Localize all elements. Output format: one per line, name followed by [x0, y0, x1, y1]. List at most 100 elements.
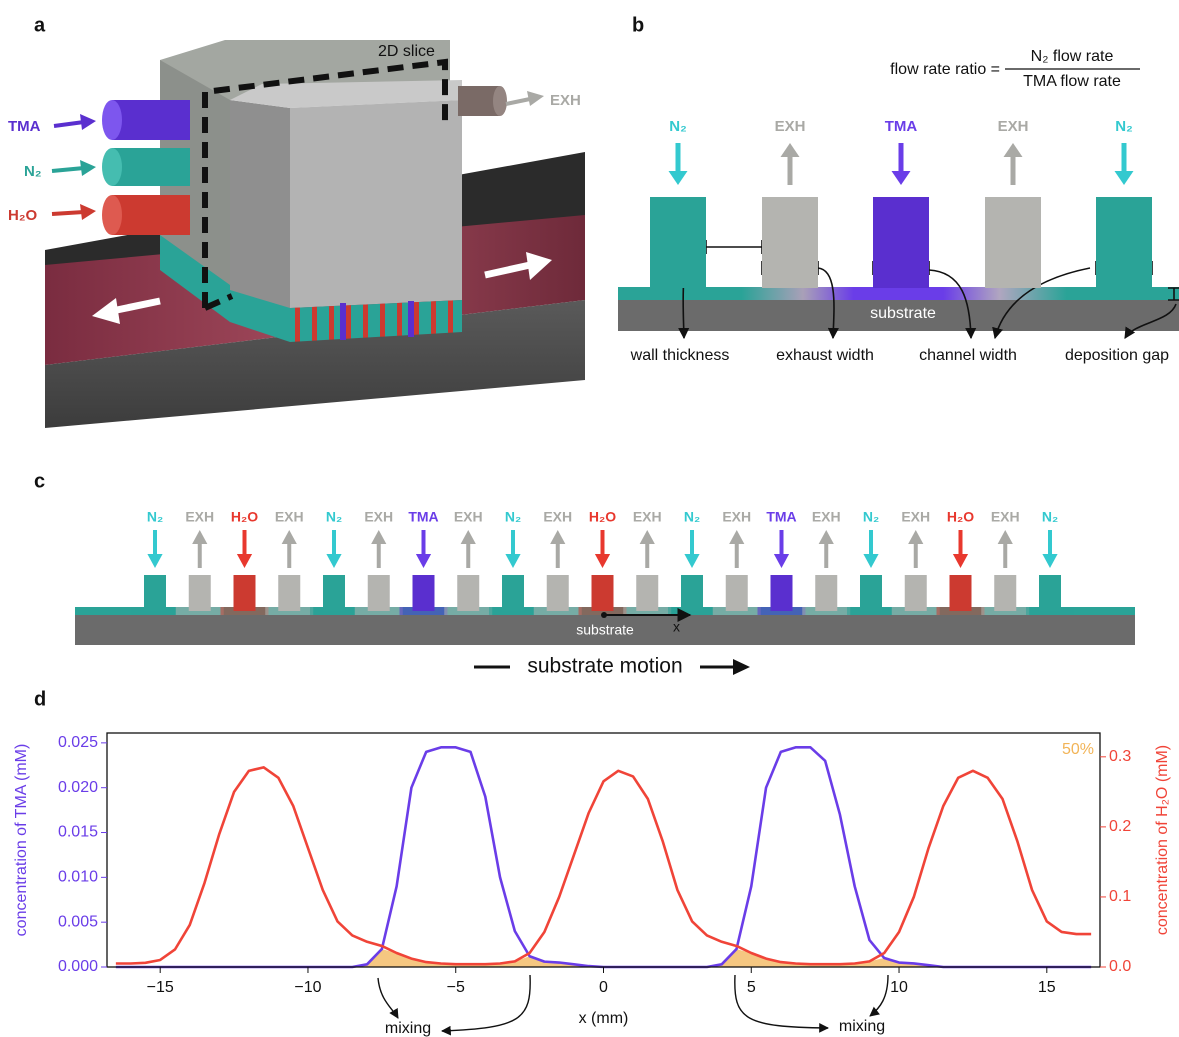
channel-wall: [636, 575, 659, 611]
channel-wall: [1039, 575, 1061, 611]
annotation: 50%: [1062, 741, 1094, 758]
channel-wall: [725, 575, 748, 611]
x-tick-label: −15: [147, 979, 174, 996]
arrow-head: [891, 171, 911, 185]
channel-wall: [591, 575, 614, 611]
channel-wall: [546, 575, 569, 611]
arrow-head: [550, 530, 566, 544]
arrow-head: [415, 554, 432, 568]
arrow-head: [281, 530, 297, 544]
channel-label: EXH: [991, 509, 1020, 525]
channel-label: N₂: [669, 118, 687, 135]
channel-label: EXH: [543, 509, 572, 525]
y-tick-label: 0.015: [58, 824, 98, 841]
arrow-head: [863, 554, 879, 568]
cube-top: [230, 80, 462, 108]
channel-label: EXH: [812, 509, 841, 525]
channel-wall: [860, 575, 882, 611]
x-axis-label: x: [673, 619, 680, 635]
channel-wall: [650, 197, 706, 288]
inlet-label: N₂: [24, 163, 42, 180]
channel-wall: [949, 575, 972, 611]
channel-label: N₂: [684, 509, 700, 525]
h2o-inlet: [112, 195, 190, 235]
arrow-head: [1114, 171, 1134, 185]
motion-arrow: [111, 297, 161, 315]
channel-wall: [873, 197, 929, 288]
n2-inlet: [112, 148, 190, 186]
outlet-label: EXH: [550, 92, 581, 109]
channel-label: N₂: [326, 509, 342, 525]
channel-label: EXH: [364, 509, 393, 525]
arrow-head: [1003, 143, 1023, 157]
channel-label: EXH: [901, 509, 930, 525]
ratio-numerator: N₂ flow rate: [1031, 48, 1114, 65]
arrow-head: [997, 530, 1013, 544]
x-tick-label: −10: [294, 979, 321, 996]
nozzle-strip: [290, 300, 462, 342]
ratio-label: flow rate ratio =: [890, 61, 1000, 78]
arrow-head: [505, 554, 521, 568]
channel-label: H₂O: [589, 509, 616, 525]
channel-wall: [762, 197, 818, 288]
channel-wall: [323, 575, 345, 611]
y-tick-label: 0.020: [58, 779, 98, 796]
arrow-head: [236, 554, 253, 568]
channel-label: N₂: [863, 509, 879, 525]
nozzle-strip-side: [160, 235, 290, 342]
channel-label: EXH: [722, 509, 751, 525]
channel-wall: [233, 575, 256, 611]
substrate: [618, 300, 1179, 331]
h2o-inlet-end: [102, 195, 122, 235]
panel-letter: a: [34, 14, 46, 36]
channel-label: EXH: [998, 118, 1029, 135]
arrow-head: [326, 554, 342, 568]
channel-label: H₂O: [231, 509, 258, 525]
series-line: [115, 766, 1092, 966]
channel-label: EXH: [775, 118, 806, 135]
channel-wall: [278, 575, 301, 611]
panel-d: d −15 −10 −5 0 5 10 15 0.000 0.005 0.010 0.015 0.02…: [13, 688, 1171, 1037]
panel-letter: c: [34, 470, 45, 492]
annotation: mixing: [385, 1020, 431, 1037]
inlet-label: H₂O: [8, 207, 37, 224]
cube-front: [290, 100, 462, 308]
y2-tick-label: 0.1: [1109, 888, 1131, 905]
arrow-head: [733, 659, 750, 675]
channel-wall: [994, 575, 1017, 611]
channel-wall: [1096, 197, 1152, 288]
mixing-overlap: [115, 949, 1092, 967]
y-axis-label: concentration of TMA (mM): [13, 744, 30, 937]
arrow-head: [594, 554, 611, 568]
arrow-head: [80, 204, 96, 220]
exhaust-outlet-end: [493, 86, 507, 116]
y-tick-label: 0.000: [58, 958, 98, 975]
y2-tick-label: 0.2: [1109, 818, 1131, 835]
y-tick-label: 0.025: [58, 734, 98, 751]
motion-label: substrate motion: [527, 655, 682, 678]
panel-c: c N₂ EXH H₂O EXH N₂ EXH TMA EXH N₂ EXH H₂O EXH N₂ EXH…: [34, 470, 1135, 615]
x-tick-label: 10: [890, 979, 908, 996]
panel-letter: b: [632, 14, 644, 36]
arrow-head: [908, 530, 924, 544]
channel-wall: [457, 575, 480, 611]
x-axis-label: x (mm): [579, 1010, 629, 1027]
channel-floor: [618, 287, 1179, 300]
nozzle-stripe: [408, 301, 414, 337]
channel-wall: [904, 575, 927, 611]
ratio-denominator: TMA flow rate: [1023, 73, 1121, 90]
channel-wall: [985, 197, 1041, 288]
channel-label: TMA: [885, 118, 918, 135]
arrow-head: [460, 530, 476, 544]
dimension-label: channel width: [919, 347, 1017, 364]
channel-wall: [770, 575, 793, 611]
channel-label: EXH: [185, 509, 214, 525]
arrow-head: [527, 91, 544, 106]
dimension-label: wall thickness: [630, 347, 730, 364]
substrate: [75, 615, 1135, 645]
arrow-head: [684, 554, 700, 568]
mixing-arrows: [377, 974, 889, 1036]
arrow-head: [729, 530, 745, 544]
y2-tick-label: 0.0: [1109, 958, 1131, 975]
